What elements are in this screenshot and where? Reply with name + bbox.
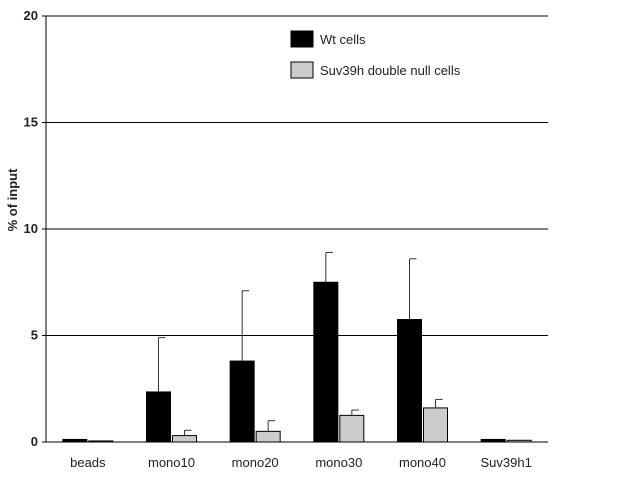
- gridlines: [46, 15, 548, 336]
- y-axis-label: % of input: [5, 168, 20, 231]
- x-tick-label: mono10: [148, 455, 195, 470]
- bar-wt-mono20: [229, 360, 255, 443]
- x-tick-labels: beads mono10 mono20 mono30 mono40 Suv39h1: [70, 455, 532, 470]
- x-tick-label: beads: [70, 455, 106, 470]
- x-tick-label: mono20: [232, 455, 279, 470]
- x-tick-label: Suv39h1: [481, 455, 532, 470]
- y-tick-label: 10: [24, 221, 38, 236]
- bar-wt-Suv39h1: [480, 438, 506, 443]
- y-tick-label: 15: [24, 115, 38, 130]
- legend: Wt cells Suv39h double null cells: [290, 30, 461, 79]
- x-tick-label: mono30: [315, 455, 362, 470]
- legend-swatch: [290, 30, 314, 48]
- bars: [62, 251, 532, 443]
- bar-null-mono30: [339, 414, 365, 443]
- x-tick-label: mono40: [399, 455, 446, 470]
- bar-wt-mono30: [313, 281, 339, 443]
- bar-wt-mono40: [397, 319, 422, 443]
- bar-null-mono10: [172, 435, 197, 443]
- bar-wt-beads: [62, 438, 88, 443]
- bar-null-beads: [88, 440, 114, 443]
- y-tick-label: 0: [31, 434, 38, 449]
- bar-null-mono40: [423, 407, 448, 443]
- y-tick-label: 20: [24, 8, 38, 23]
- bar-wt-mono10: [146, 391, 171, 443]
- y-tick-labels: 0 5 10 15 20: [24, 8, 46, 449]
- y-tick-label: 5: [31, 328, 38, 343]
- bar-null-mono20: [255, 430, 281, 443]
- legend-swatch: [290, 61, 314, 79]
- legend-label: Wt cells: [320, 32, 366, 47]
- bar-null-Suv39h1: [506, 439, 532, 443]
- legend-label: Suv39h double null cells: [320, 63, 461, 78]
